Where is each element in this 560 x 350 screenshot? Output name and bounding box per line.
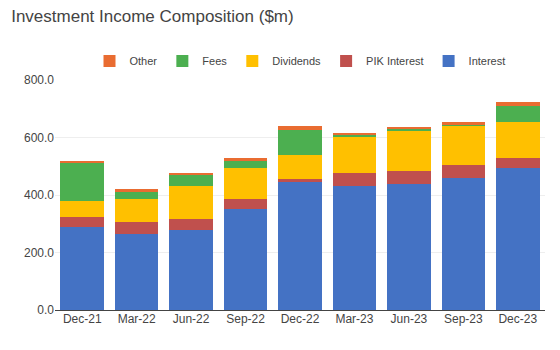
svg-text:Jun-22: Jun-22	[173, 312, 210, 326]
svg-text:Fees: Fees	[202, 55, 227, 67]
svg-text:200.0: 200.0	[24, 246, 54, 260]
svg-text:Mar-22: Mar-22	[118, 312, 156, 326]
svg-text:Interest: Interest	[469, 55, 506, 67]
svg-text:Jun-23: Jun-23	[391, 312, 428, 326]
svg-text:Dividends: Dividends	[272, 55, 321, 67]
svg-text:800.0: 800.0	[24, 73, 54, 87]
svg-text:0.0: 0.0	[37, 303, 54, 317]
svg-text:Sep-22: Sep-22	[226, 312, 265, 326]
svg-text:Sep-23: Sep-23	[444, 312, 483, 326]
svg-text:Investment Income Composition: Investment Income Composition ($m)	[11, 7, 294, 26]
svg-text:Mar-23: Mar-23	[335, 312, 373, 326]
svg-text:Dec-23: Dec-23	[498, 312, 537, 326]
svg-text:600.0: 600.0	[24, 131, 54, 145]
svg-text:400.0: 400.0	[24, 188, 54, 202]
svg-text:PIK Interest: PIK Interest	[366, 55, 423, 67]
svg-text:Dec-22: Dec-22	[281, 312, 320, 326]
svg-text:Dec-21: Dec-21	[63, 312, 102, 326]
svg-text:Other: Other	[130, 55, 158, 67]
